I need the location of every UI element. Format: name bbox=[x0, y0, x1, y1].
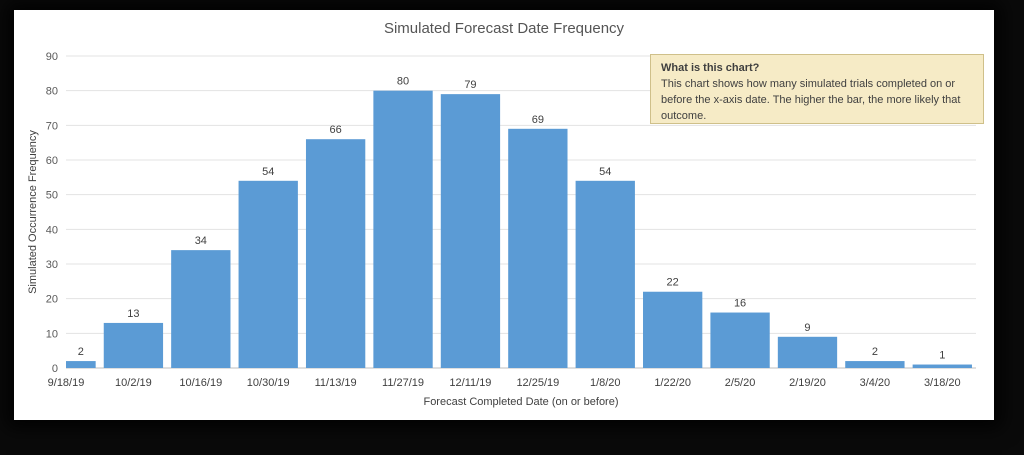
data-label: 22 bbox=[667, 277, 679, 289]
bar bbox=[845, 361, 905, 368]
y-axis-title: Simulated Occurrence Frequency bbox=[27, 130, 39, 294]
x-tick-label: 12/11/19 bbox=[449, 377, 491, 389]
data-label: 9 bbox=[804, 322, 810, 334]
bar bbox=[777, 336, 838, 368]
data-label: 16 bbox=[734, 298, 746, 310]
bar bbox=[171, 250, 231, 368]
x-tick-label: 3/18/20 bbox=[924, 377, 961, 389]
x-tick-label: 2/5/20 bbox=[725, 377, 756, 389]
bar bbox=[912, 364, 972, 368]
bar bbox=[508, 128, 568, 368]
bar bbox=[305, 139, 366, 368]
chart-title: Simulated Forecast Date Frequency bbox=[383, 20, 625, 37]
data-label: 79 bbox=[464, 79, 476, 91]
x-tick-label: 2/19/20 bbox=[789, 377, 826, 389]
x-tick-label: 11/27/19 bbox=[382, 377, 424, 389]
bar bbox=[373, 90, 433, 369]
annotation-title: What is this chart? bbox=[661, 62, 760, 74]
y-tick-label: 60 bbox=[46, 155, 58, 167]
y-tick-label: 90 bbox=[46, 51, 58, 63]
y-tick-label: 0 bbox=[52, 363, 58, 375]
bar bbox=[710, 312, 770, 368]
bar bbox=[575, 180, 635, 368]
y-tick-label: 40 bbox=[46, 224, 58, 236]
chart-frame: Simulated Forecast Date Frequency 0 10 20 3… bbox=[14, 10, 994, 420]
x-tick-label: 9/18/19 bbox=[48, 377, 85, 389]
x-tick-label: 10/2/19 bbox=[115, 377, 152, 389]
data-label: 2 bbox=[78, 346, 84, 358]
bar bbox=[238, 180, 298, 368]
data-label: 69 bbox=[532, 114, 544, 126]
data-label: 1 bbox=[939, 350, 945, 362]
bar-chart: 0 10 20 30 40 50 60 70 80 90 2 9/18/19 13 10/2/19 34 10… bbox=[27, 51, 976, 408]
x-tick-label: 10/30/19 bbox=[247, 377, 290, 389]
data-label: 13 bbox=[127, 308, 139, 320]
y-tick-label: 20 bbox=[46, 294, 58, 306]
bar bbox=[66, 361, 96, 368]
x-tick-label: 12/25/19 bbox=[516, 377, 559, 389]
chart-annotation: What is this chart? This chart shows how… bbox=[650, 54, 984, 124]
data-label: 2 bbox=[872, 346, 878, 358]
x-tick-label: 10/16/19 bbox=[179, 377, 222, 389]
data-label: 66 bbox=[330, 124, 342, 136]
bar bbox=[643, 291, 703, 368]
bar bbox=[440, 94, 501, 368]
x-tick-label: 1/22/20 bbox=[654, 377, 691, 389]
annotation-body: This chart shows how many simulated tria… bbox=[661, 78, 961, 122]
y-tick-label: 30 bbox=[46, 259, 58, 271]
y-tick-label: 70 bbox=[46, 120, 58, 132]
x-axis-title: Forecast Completed Date (on or before) bbox=[423, 396, 618, 408]
data-label: 54 bbox=[262, 166, 274, 178]
data-label: 34 bbox=[195, 235, 207, 247]
y-tick-label: 80 bbox=[46, 86, 58, 98]
y-tick-label: 10 bbox=[46, 328, 58, 340]
bar bbox=[103, 322, 164, 368]
data-label: 80 bbox=[397, 76, 409, 88]
y-tick-label: 50 bbox=[46, 190, 58, 202]
x-tick-label: 11/13/19 bbox=[315, 377, 357, 389]
x-tick-label: 1/8/20 bbox=[590, 377, 621, 389]
data-label: 54 bbox=[599, 166, 611, 178]
x-tick-label: 3/4/20 bbox=[860, 377, 891, 389]
